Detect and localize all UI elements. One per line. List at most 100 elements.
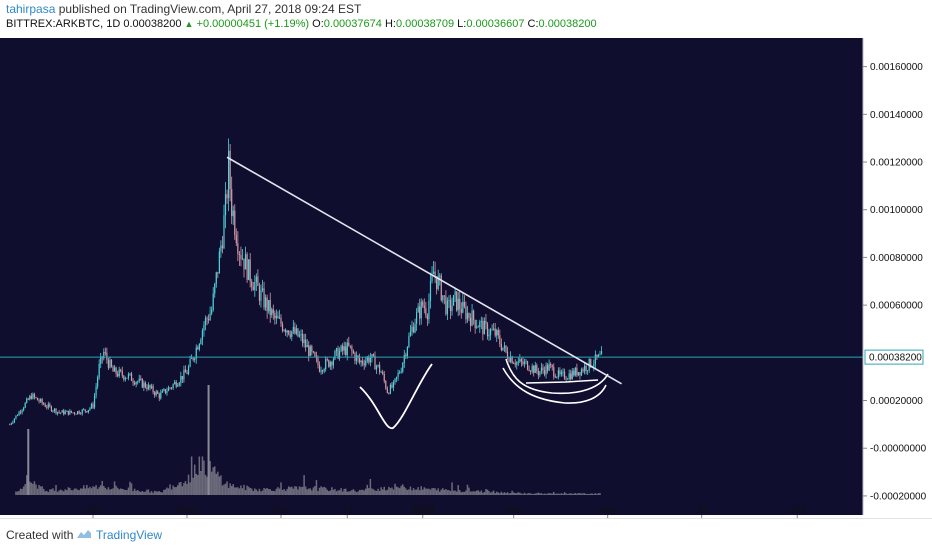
symbol-info-line: BITTREX:ARKBTC, 1D 0.00038200 ▲ +0.00000… [6,18,597,30]
candle-body [169,387,171,389]
time-tick-label: Mar [505,505,523,516]
volume-bar [61,490,63,495]
candle-body [172,384,174,388]
candle-body [147,384,150,390]
volume-bar [357,491,359,495]
tradingview-logo-icon[interactable] [76,528,92,540]
volume-spike [27,429,30,495]
candle-body [460,309,462,313]
time-tick-label: May [598,505,617,516]
candle-body [519,359,521,362]
candle-body [218,251,220,274]
candle-body [465,306,467,320]
volume-bar [258,488,261,495]
volume-bar [42,488,45,495]
candle-body [543,370,546,375]
candle-body [261,288,264,291]
volume-bar [121,488,124,495]
price-axis[interactable]: 0.00160000 0.00140000 0.00120000 0.00100000… [863,62,927,502]
volume-bar [340,488,342,495]
volume-bar [368,488,370,495]
candle-body [291,331,293,337]
candle-body [184,369,187,373]
tradingview-brand-link[interactable]: TradingView [96,528,163,542]
volume-bar [286,488,288,495]
volume-bar [87,488,90,495]
volume-bar [488,490,490,495]
candle-body [243,258,245,270]
volume-bar [143,491,145,495]
volume-bar [445,489,447,495]
volume-bar [158,491,161,495]
volume-bar [280,482,282,495]
volume-bar [371,488,373,495]
volume-bar [577,493,580,495]
candle-body [52,410,54,412]
symbol-label: BITTREX:ARKBTC, 1D [6,18,121,30]
volume-bar [195,473,197,495]
candle-body [385,381,387,389]
time-axis[interactable]: Jun Aug Oct 13 2018 Mar May Jul Sep [85,505,807,518]
volume-bar [112,488,114,495]
candle-body [251,281,253,287]
candle-body [149,384,151,388]
candle-body [510,356,512,362]
volume-bar [150,491,153,495]
candle-body [411,326,413,332]
volume-bar [133,488,136,495]
price-tick-label: -0.00000000 [870,444,927,455]
volume-bar [67,487,70,495]
candle-body [23,407,25,411]
candle-body [292,327,294,332]
volume-bar [278,488,281,495]
candle-body [167,387,170,392]
volume-bar [363,490,365,495]
candle-body [379,364,381,373]
candle-body [194,358,196,360]
volume-bar [238,488,241,495]
candle-body [277,316,279,319]
volume-bar [495,491,498,495]
volume-bar [557,493,560,495]
candle-body [377,364,379,367]
candle-body [432,271,435,275]
candle-body [183,369,185,380]
candle-body [278,317,281,319]
candle-body [553,367,555,377]
candle-body [29,395,31,400]
price-tick-label: 0.00020000 [870,396,923,407]
volume-bar [386,489,389,495]
candle-body [437,276,439,289]
candle-body [191,358,193,360]
high-label: H: [384,18,396,30]
volume-bar [56,491,59,495]
candle-body [309,346,311,356]
volume-bar [438,491,441,495]
volume-bar [244,490,247,495]
candle-body [452,295,455,306]
volume-bar [591,493,594,495]
volume-bar [200,470,202,495]
candle-body [423,305,425,309]
volume-bar [528,492,530,495]
candle-body [281,324,284,331]
volume-bar [517,492,520,495]
candle-body [590,358,592,368]
candle-body [90,404,93,409]
candle-body [275,316,277,319]
price-chart[interactable]: 0.00160000 0.00140000 0.00120000 0.00100000… [0,38,932,518]
candle-body [499,335,501,344]
candle-body [49,404,51,407]
volume-bar [72,490,74,495]
volume-bar [385,490,387,495]
author-link[interactable]: tahirpasa [6,2,56,16]
volume-bar [334,488,336,495]
volume-bar [255,489,258,495]
volume-bar [392,489,395,495]
volume-bar [405,488,407,495]
candle-body [137,381,139,383]
volume-bar [471,491,473,495]
volume-bar [499,493,501,495]
descending-trendline[interactable] [226,156,622,385]
candle-body [35,397,37,398]
